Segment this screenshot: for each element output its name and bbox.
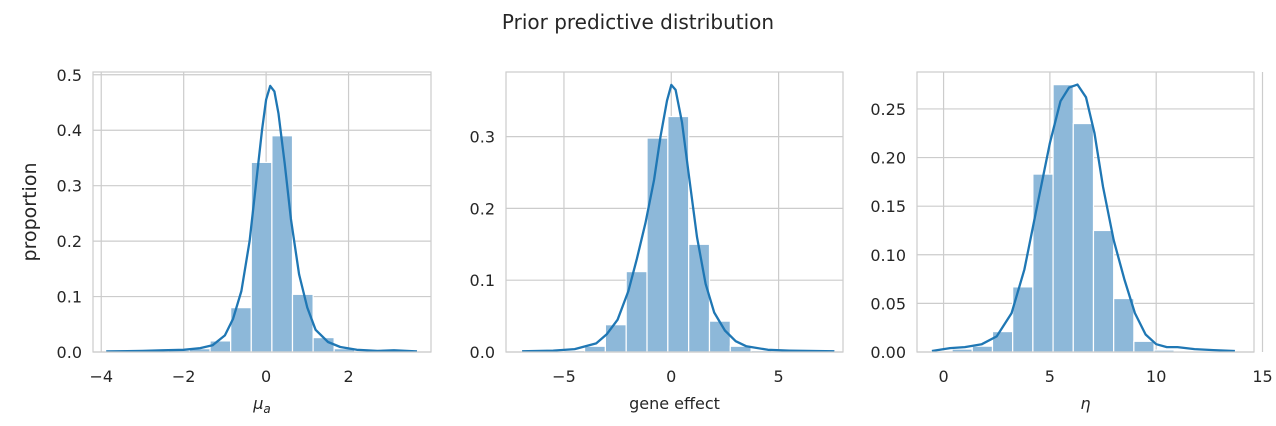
histogram-bar (688, 243, 711, 353)
histogram-bar (209, 340, 232, 353)
histogram-bar (991, 330, 1014, 353)
x-tick-label: 2 (343, 367, 353, 386)
axes-frame (505, 71, 844, 353)
histogram-bar (604, 324, 627, 353)
histogram-bar (708, 320, 731, 353)
y-tick-label: 0.1 (470, 271, 495, 290)
histogram-bar (971, 345, 994, 353)
y-tick-label: 0.15 (870, 197, 906, 216)
x-tick-label: −5 (552, 367, 576, 386)
y-tick-label: 0.25 (870, 100, 906, 119)
x-tick-label: −2 (172, 367, 196, 386)
x-axis-label: η (1080, 394, 1090, 413)
kde-curve (931, 83, 1235, 353)
y-tick-label: 0.0 (57, 343, 82, 362)
y-tick-label: 0.20 (870, 149, 906, 168)
x-tick-label: 0 (666, 367, 676, 386)
y-axis-label: proportion (19, 163, 41, 262)
y-tick-label: 0.00 (870, 343, 906, 362)
histogram-bar (1072, 122, 1095, 353)
axes-frame (916, 71, 1255, 353)
y-tick-label: 0.3 (470, 128, 495, 147)
x-tick-label: 15 (1252, 367, 1272, 386)
histogram-bar (1113, 297, 1135, 353)
histogram-bar (1092, 229, 1115, 353)
histogram-bar (646, 137, 669, 353)
y-tick-label: 0.10 (870, 246, 906, 265)
x-axis-label: μa (252, 394, 271, 416)
subplot-3: 0 5 10 15 0.00 0.05 0.10 0.15 0.20 0.25 η (870, 71, 1273, 413)
y-tick-label: 0.5 (57, 66, 82, 85)
y-tick-label: 0.3 (57, 177, 82, 196)
y-tick-label: 0.2 (57, 232, 82, 251)
x-tick-label: 5 (1045, 367, 1055, 386)
histogram-bar (1052, 84, 1074, 353)
histogram-bar (1032, 173, 1054, 353)
y-tick-label: 0.2 (470, 199, 495, 218)
subplot-1: −4 −2 0 2 0.0 0.1 0.2 0.3 0.4 0.5 μa proportion (19, 66, 432, 416)
y-tick-label: 0.0 (470, 343, 495, 362)
subplot-2: −5 0 5 0.0 0.1 0.2 0.3 gene effect (470, 71, 844, 413)
kde-curve (522, 83, 835, 353)
x-tick-label: 0 (261, 367, 271, 386)
x-tick-label: 10 (1146, 367, 1166, 386)
y-tick-label: 0.05 (870, 294, 906, 313)
axes-frame (92, 71, 432, 353)
x-tick-label: 5 (774, 367, 784, 386)
y-tick-label: 0.4 (57, 121, 82, 140)
histogram-bar (583, 345, 606, 353)
figure-title: Prior predictive distribution (501, 10, 775, 34)
x-tick-label: −4 (89, 367, 113, 386)
histogram-bar (312, 336, 335, 353)
x-axis-label: gene effect (629, 394, 720, 413)
kde-curve (106, 84, 418, 353)
x-tick-label: 0 (938, 367, 948, 386)
histogram-bar (1133, 340, 1155, 353)
histogram-bar (291, 293, 314, 353)
histogram-bar (271, 135, 294, 353)
y-tick-label: 0.1 (57, 288, 82, 307)
